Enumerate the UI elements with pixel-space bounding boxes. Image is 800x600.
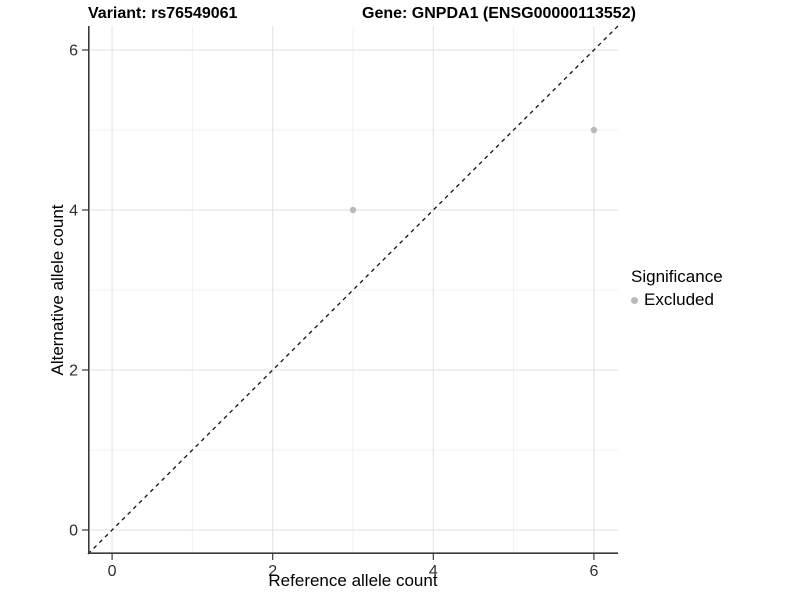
legend-entry-label: Excluded	[644, 290, 714, 309]
legend-title: Significance	[631, 267, 723, 286]
legend-key-dot-icon	[631, 296, 638, 304]
svg-text:0: 0	[108, 563, 117, 580]
svg-text:0: 0	[69, 523, 78, 540]
svg-text:4: 4	[69, 203, 78, 220]
legend-entry-excluded: Excluded	[631, 290, 723, 310]
svg-text:2: 2	[69, 363, 78, 380]
y-axis-title: Alternative allele count	[48, 204, 67, 376]
svg-text:2: 2	[268, 563, 277, 580]
svg-text:4: 4	[429, 563, 438, 580]
variant-title: Variant: rs76549061	[88, 5, 238, 22]
x-axis-title: Reference allele count	[268, 571, 438, 590]
svg-text:6: 6	[69, 43, 78, 60]
legend: Significance Excluded	[631, 267, 723, 310]
plot-panel: 0 2 4 6 0 2 4 6	[69, 25, 619, 580]
svg-text:6: 6	[589, 563, 598, 580]
gene-title: Gene: GNPDA1 (ENSG00000113552)	[362, 5, 636, 22]
